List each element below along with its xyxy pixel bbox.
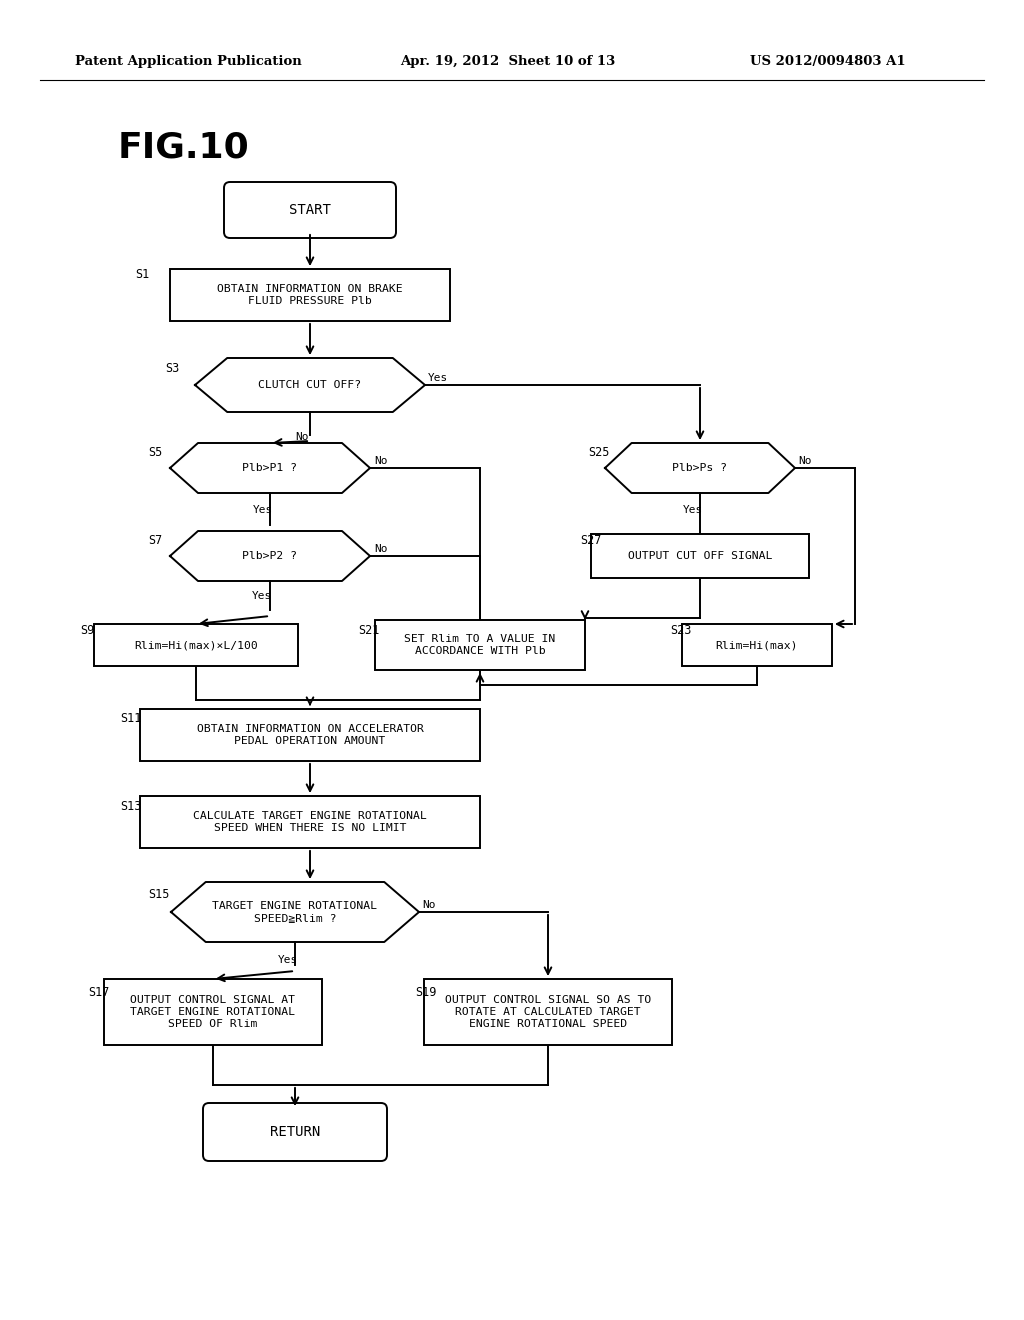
Text: Yes: Yes — [428, 374, 449, 383]
Text: Apr. 19, 2012  Sheet 10 of 13: Apr. 19, 2012 Sheet 10 of 13 — [400, 55, 615, 69]
Bar — [140, 796, 480, 847]
Text: S23: S23 — [670, 623, 691, 636]
Text: S19: S19 — [415, 986, 436, 999]
Text: No: No — [798, 455, 811, 466]
Text: OUTPUT CUT OFF SIGNAL: OUTPUT CUT OFF SIGNAL — [628, 550, 772, 561]
Polygon shape — [170, 531, 370, 581]
Text: No: No — [374, 544, 387, 554]
Bar — [170, 269, 450, 321]
Text: Yes: Yes — [683, 506, 703, 515]
Text: S27: S27 — [580, 533, 601, 546]
Text: Rlim=Hi(max): Rlim=Hi(max) — [716, 640, 799, 649]
Text: No: No — [422, 900, 435, 909]
Text: US 2012/0094803 A1: US 2012/0094803 A1 — [750, 55, 905, 69]
Bar — [591, 535, 809, 578]
Text: Yes: Yes — [253, 506, 273, 515]
Bar — [140, 709, 480, 762]
Text: S5: S5 — [148, 446, 162, 458]
Text: OBTAIN INFORMATION ON ACCELERATOR
PEDAL OPERATION AMOUNT: OBTAIN INFORMATION ON ACCELERATOR PEDAL … — [197, 725, 424, 746]
FancyBboxPatch shape — [203, 1104, 387, 1162]
Text: Yes: Yes — [278, 954, 298, 965]
Text: Rlim=Hi(max)×L/100: Rlim=Hi(max)×L/100 — [134, 640, 258, 649]
Text: S15: S15 — [148, 887, 169, 900]
Text: S1: S1 — [135, 268, 150, 281]
Text: S11: S11 — [120, 711, 141, 725]
Text: S3: S3 — [165, 362, 179, 375]
Text: CLUTCH CUT OFF?: CLUTCH CUT OFF? — [258, 380, 361, 389]
Bar — [94, 624, 298, 667]
Polygon shape — [195, 358, 425, 412]
Polygon shape — [171, 882, 419, 942]
Text: TARGET ENGINE ROTATIONAL
SPEED≧Rlim ?: TARGET ENGINE ROTATIONAL SPEED≧Rlim ? — [213, 902, 378, 923]
Text: S7: S7 — [148, 533, 162, 546]
Bar — [682, 624, 831, 667]
Text: S21: S21 — [358, 623, 379, 636]
Text: Plb>P1 ?: Plb>P1 ? — [243, 463, 298, 473]
Polygon shape — [605, 444, 795, 492]
Text: S25: S25 — [588, 446, 609, 458]
Text: S13: S13 — [120, 800, 141, 813]
Text: Plb>Ps ?: Plb>Ps ? — [673, 463, 727, 473]
Text: Patent Application Publication: Patent Application Publication — [75, 55, 302, 69]
Bar — [375, 620, 585, 671]
Bar — [104, 979, 322, 1045]
Text: SET Rlim TO A VALUE IN
ACCORDANCE WITH Plb: SET Rlim TO A VALUE IN ACCORDANCE WITH P… — [404, 634, 556, 656]
Text: OBTAIN INFORMATION ON BRAKE
FLUID PRESSURE Plb: OBTAIN INFORMATION ON BRAKE FLUID PRESSU… — [217, 284, 402, 306]
Text: START: START — [289, 203, 331, 216]
Polygon shape — [170, 444, 370, 492]
Text: S9: S9 — [80, 623, 94, 636]
Text: FIG.10: FIG.10 — [118, 131, 250, 165]
Text: S17: S17 — [88, 986, 110, 999]
Bar — [424, 979, 672, 1045]
Text: No: No — [374, 455, 387, 466]
Text: Yes: Yes — [252, 591, 272, 601]
Text: OUTPUT CONTROL SIGNAL SO AS TO
ROTATE AT CALCULATED TARGET
ENGINE ROTATIONAL SPE: OUTPUT CONTROL SIGNAL SO AS TO ROTATE AT… — [444, 995, 651, 1028]
Text: Plb>P2 ?: Plb>P2 ? — [243, 550, 298, 561]
FancyBboxPatch shape — [224, 182, 396, 238]
Text: No: No — [295, 432, 308, 442]
Text: RETURN: RETURN — [270, 1125, 321, 1139]
Text: CALCULATE TARGET ENGINE ROTATIONAL
SPEED WHEN THERE IS NO LIMIT: CALCULATE TARGET ENGINE ROTATIONAL SPEED… — [194, 812, 427, 833]
Text: OUTPUT CONTROL SIGNAL AT
TARGET ENGINE ROTATIONAL
SPEED OF Rlim: OUTPUT CONTROL SIGNAL AT TARGET ENGINE R… — [130, 995, 296, 1028]
